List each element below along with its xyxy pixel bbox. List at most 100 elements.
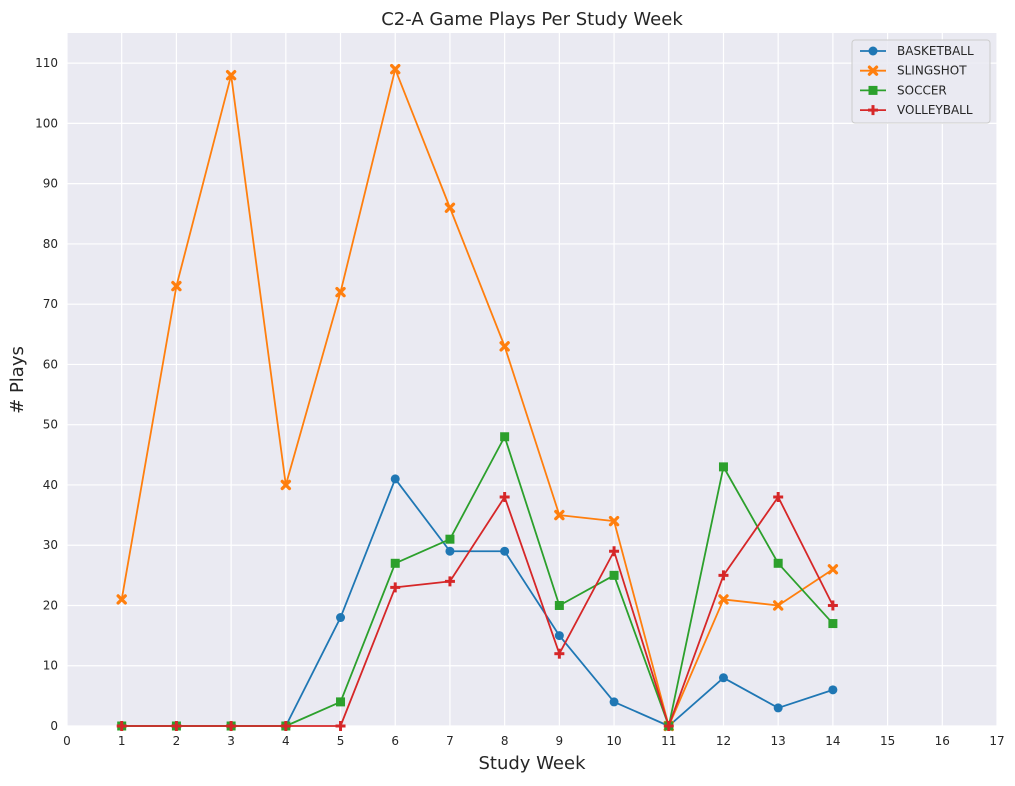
data-point-x (867, 65, 879, 76)
x-tick-label: 11 (661, 734, 676, 748)
data-point-x (554, 509, 565, 521)
x-tick-label: 3 (227, 734, 235, 748)
x-tick-label: 9 (556, 734, 564, 748)
x-marker-stroke (867, 65, 879, 76)
x-marker-stroke (608, 515, 620, 527)
y-tick-label: 70 (43, 297, 58, 311)
data-point-square (336, 697, 346, 707)
y-tick-label: 100 (35, 116, 58, 130)
x-marker-stroke (554, 509, 565, 521)
data-point-plus (444, 576, 455, 587)
x-tick-label: 17 (989, 734, 1004, 748)
data-point-plus (663, 721, 674, 731)
data-point-plus (280, 721, 291, 731)
y-tick-label: 110 (35, 56, 58, 70)
data-point-x (827, 564, 839, 575)
x-marker-stroke (116, 594, 127, 605)
y-tick-label: 60 (43, 357, 58, 371)
y-tick-label: 30 (43, 538, 58, 552)
x-marker-stroke (772, 600, 784, 611)
data-point-plus (499, 492, 510, 503)
legend-item-basketball: BASKETBALL (860, 44, 974, 58)
legend-item-volleyball: VOLLEYBALL (860, 103, 973, 117)
data-point-plus (116, 721, 127, 731)
data-point-square (868, 85, 878, 95)
x-marker-stroke (718, 594, 729, 605)
y-tick-label: 80 (43, 237, 58, 251)
x-tick-label: 1 (118, 734, 126, 748)
legend-item-slingshot: SLINGSHOT (860, 64, 967, 78)
data-point-plus (609, 546, 620, 557)
series-line-slingshot (120, 68, 834, 727)
legend-box (851, 39, 991, 124)
series-group (116, 63, 839, 732)
x-tick-label: 14 (825, 734, 840, 748)
y-tick-label: 10 (43, 659, 58, 673)
data-point-x (225, 69, 237, 81)
y-tick-label: 0 (50, 719, 58, 733)
x-tick-label: 4 (282, 734, 290, 748)
x-tick-label: 10 (606, 734, 621, 748)
data-point-plus (335, 721, 346, 731)
legend-label: BASKETBALL (897, 44, 974, 58)
x-tick-label: 8 (501, 734, 509, 748)
series-volleyball (116, 492, 838, 731)
data-point-circle (718, 673, 728, 683)
y-tick-labels: 0 10 20 30 40 50 60 70 80 90 100 110 (35, 56, 58, 733)
x-tick-label: 7 (446, 734, 454, 748)
data-point-x (335, 286, 346, 298)
x-tick-labels: 0 1 2 3 4 5 6 7 8 9 10 11 12 13 14 15 16 17 (63, 734, 1004, 748)
chart-title: C2-A Game Plays Per Study Week (381, 9, 683, 30)
data-point-circle (336, 613, 346, 623)
y-axis-label: # Plays (7, 346, 28, 414)
y-tick-label: 40 (43, 478, 58, 492)
data-point-square (554, 600, 564, 610)
data-point-circle (390, 474, 400, 484)
data-point-plus (226, 721, 237, 731)
series-line-volleyball (121, 496, 834, 727)
data-point-circle (445, 546, 455, 556)
data-point-x (444, 202, 456, 213)
x-tick-label: 6 (391, 734, 399, 748)
data-point-x (390, 63, 401, 75)
data-point-square (500, 432, 510, 442)
data-point-square (828, 619, 838, 629)
legend-label: VOLLEYBALL (897, 103, 973, 117)
x-marker-stroke (280, 479, 292, 491)
data-point-x (171, 280, 182, 292)
data-point-square (609, 570, 619, 580)
data-point-plus (390, 582, 401, 593)
data-point-x (772, 600, 784, 611)
x-tick-label: 0 (63, 734, 71, 748)
data-point-plus (554, 648, 565, 659)
data-point-plus (773, 492, 784, 503)
data-point-x (116, 594, 127, 605)
gridlines (66, 33, 998, 727)
data-point-circle (554, 631, 564, 641)
data-point-circle (868, 46, 878, 56)
x-marker-stroke (335, 286, 346, 298)
data-point-square (445, 534, 455, 544)
x-tick-label: 12 (716, 734, 731, 748)
data-point-circle (500, 546, 510, 556)
x-marker-stroke (444, 202, 456, 213)
data-point-x (280, 479, 292, 491)
data-point-circle (773, 703, 783, 713)
data-point-x (499, 341, 510, 352)
plot-background (67, 33, 997, 726)
x-marker-stroke (827, 564, 839, 575)
legend: BASKETBALL SLINGSHOT SOCCER VOLLEYBALL (851, 39, 991, 124)
x-tick-label: 15 (880, 734, 895, 748)
legend-item-soccer: SOCCER (860, 83, 947, 97)
legend-label: SLINGSHOT (897, 64, 967, 78)
data-point-square (773, 558, 783, 568)
data-point-x (718, 594, 729, 605)
y-tick-label: 20 (43, 598, 58, 612)
x-tick-label: 13 (771, 734, 786, 748)
x-marker-stroke (225, 69, 237, 81)
x-tick-label: 16 (935, 734, 950, 748)
legend-label: SOCCER (897, 83, 947, 97)
x-marker-stroke (390, 63, 401, 75)
